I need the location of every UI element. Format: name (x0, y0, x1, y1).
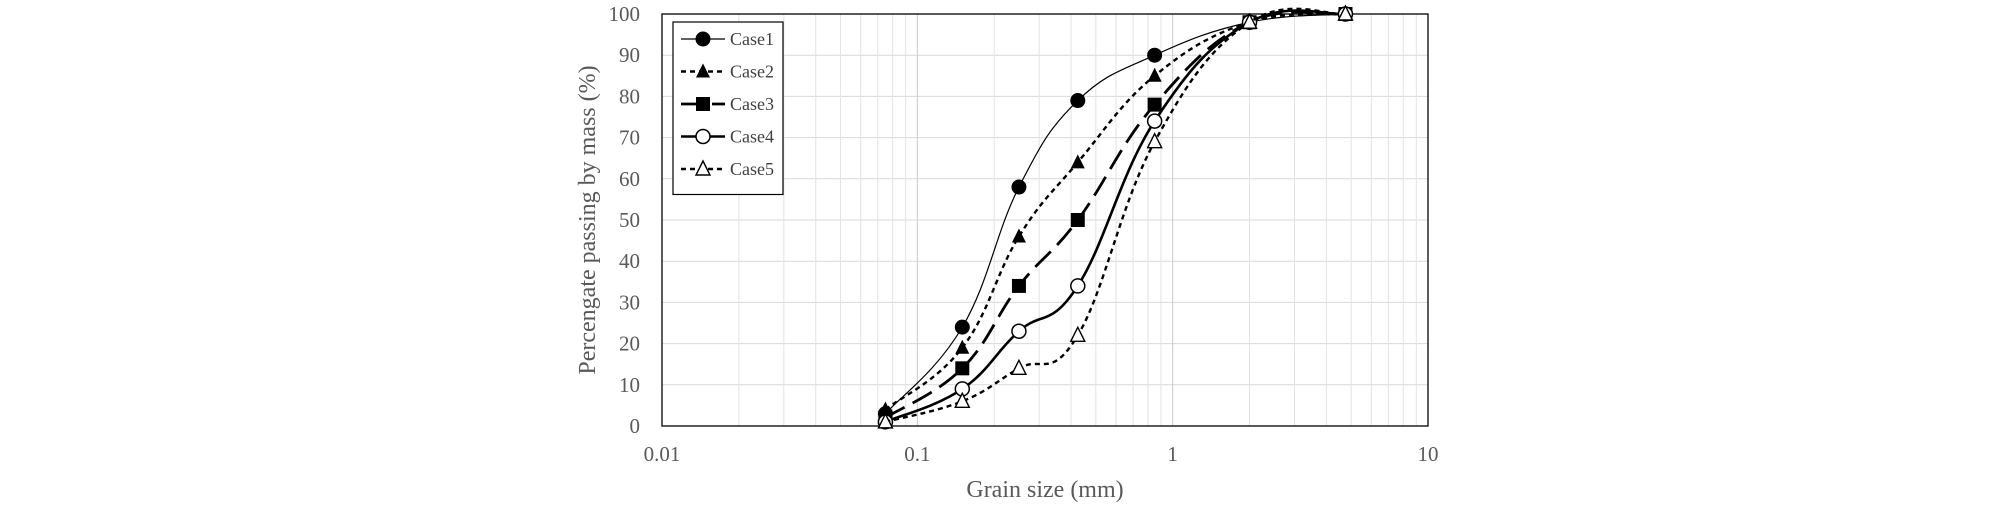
series-line (884, 13, 1346, 415)
x-tick-label: 0.1 (904, 442, 930, 466)
y-tick-label: 40 (619, 249, 640, 273)
series-case4 (877, 6, 1354, 430)
data-point (1010, 358, 1028, 376)
series-case2 (878, 6, 1353, 416)
legend-item-case5: Case5 (681, 159, 774, 179)
series-case1 (877, 6, 1353, 422)
data-point (1147, 97, 1162, 112)
legend-item-case2: Case2 (681, 62, 774, 82)
y-tick-label: 60 (619, 167, 640, 191)
data-point (955, 339, 970, 354)
legend-marker (696, 63, 710, 78)
legend-item-case4: Case4 (681, 127, 774, 147)
y-tick-label: 20 (619, 332, 640, 356)
y-tick-label: 100 (609, 2, 641, 26)
legend-label: Case4 (730, 127, 774, 147)
y-tick-label: 0 (630, 414, 641, 438)
data-point (1147, 67, 1162, 82)
y-axis-label: Percengate passing by mass (%) (575, 65, 601, 374)
legend-box (672, 21, 784, 196)
data-point (1011, 323, 1027, 339)
tick-labels: 0 10 20 30 40 50 60 70 80 90 100 0.01 0.1 1 10 (609, 2, 1439, 466)
legend-item-case3: Case3 (681, 94, 774, 114)
legend: Case1 Case2 Case3 Case4 Case5 (672, 21, 784, 196)
x-axis-label: Grain size (mm) (966, 477, 1123, 503)
data-point (1011, 179, 1027, 195)
data-point (1070, 154, 1085, 169)
legend-label: Case2 (730, 62, 774, 82)
data-point (1069, 325, 1086, 343)
data-point (1011, 278, 1026, 293)
series-layer (877, 4, 1354, 430)
plot-area-frame (661, 13, 1429, 427)
legend-label: Case3 (730, 94, 774, 114)
data-point (1011, 228, 1026, 243)
legend-marker (695, 128, 711, 145)
y-tick-label: 90 (619, 43, 640, 67)
y-tick-label: 80 (619, 84, 640, 108)
data-point (1070, 278, 1086, 294)
y-tick-label: 70 (619, 126, 640, 150)
data-point (954, 391, 971, 408)
legend-label: Case5 (730, 159, 774, 179)
x-tick-label: 0.01 (644, 442, 681, 466)
data-point (954, 319, 970, 335)
data-point (1070, 93, 1086, 109)
y-tick-label: 50 (619, 208, 640, 232)
data-point (1147, 47, 1163, 63)
series-line (885, 7, 1346, 424)
x-tick-label: 1 (1167, 442, 1178, 466)
data-point (1337, 4, 1354, 21)
legend-marker (695, 31, 711, 47)
series-case3 (878, 7, 1353, 425)
data-point (1070, 213, 1085, 227)
data-point (877, 412, 894, 429)
series-case5 (877, 4, 1354, 429)
data-point (1241, 12, 1258, 29)
grid (662, 14, 1428, 426)
data-point (955, 361, 970, 376)
x-tick-label: 10 (1418, 442, 1439, 466)
y-tick-label: 30 (619, 290, 640, 314)
data-point (1146, 113, 1163, 129)
legend-item-case1: Case1 (681, 29, 774, 49)
legend-label: Case1 (730, 29, 774, 49)
legend-marker (694, 159, 712, 176)
legend-marker (696, 97, 710, 111)
series-line (884, 9, 1346, 424)
y-tick-label: 10 (619, 373, 640, 397)
data-point (1146, 132, 1163, 149)
